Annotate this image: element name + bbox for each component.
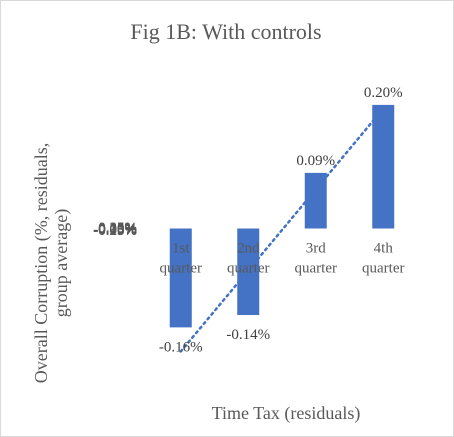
bars-group: [169, 104, 395, 328]
data-label: -0.16%: [159, 339, 203, 355]
category-label: quarter: [227, 261, 269, 277]
data-label: 0.20%: [364, 85, 403, 101]
category-label: 2nd: [237, 241, 260, 257]
y-tick-label: 0.20%: [98, 220, 137, 236]
data-label: 0.09%: [296, 153, 335, 169]
category-label: 4th: [374, 241, 394, 257]
y-axis-ticks: 0.25%0.20%0.15%0.10%0.05%0.00%-0.05%-0.1…: [93, 220, 137, 239]
y-tick-label: 0.25%: [98, 220, 137, 236]
category-label: 1st: [172, 241, 190, 257]
y-tick-label: -0.20%: [93, 223, 137, 239]
chart-title: Fig 1B: With controls: [130, 19, 321, 44]
y-tick-label: 0.10%: [98, 221, 137, 237]
y-axis-title-group: Overall Corruption (%, residuals, group …: [31, 143, 72, 383]
y-axis-title-line-1: Overall Corruption (%, residuals,: [31, 143, 52, 383]
category-label: 3rd: [306, 241, 326, 257]
y-tick-label: -0.15%: [93, 222, 137, 238]
trendline: [179, 107, 385, 353]
x-axis-title: Time Tax (residuals): [212, 403, 361, 424]
data-labels-group: -0.16% -0.14% 0.09% 0.20%: [159, 85, 403, 355]
category-label: quarter: [362, 261, 404, 277]
y-tick-label: -0.05%: [93, 222, 137, 238]
bar: [372, 104, 395, 229]
data-label: -0.14%: [226, 327, 270, 343]
y-tick-label: 0.05%: [98, 221, 137, 237]
y-tick-label: -0.10%: [93, 222, 137, 238]
category-label: quarter: [160, 261, 202, 277]
y-tick-label: 0.00%: [98, 222, 137, 238]
category-label: quarter: [295, 261, 337, 277]
bar: [169, 228, 192, 328]
bar: [304, 172, 327, 229]
y-tick-label: 0.15%: [98, 221, 137, 237]
y-axis-title-line-2: group average): [51, 209, 72, 317]
y-tick-label: -0.25%: [93, 223, 137, 239]
category-labels-group: 1st quarter 2nd quarter 3rd quarter 4th quarter: [160, 241, 405, 277]
